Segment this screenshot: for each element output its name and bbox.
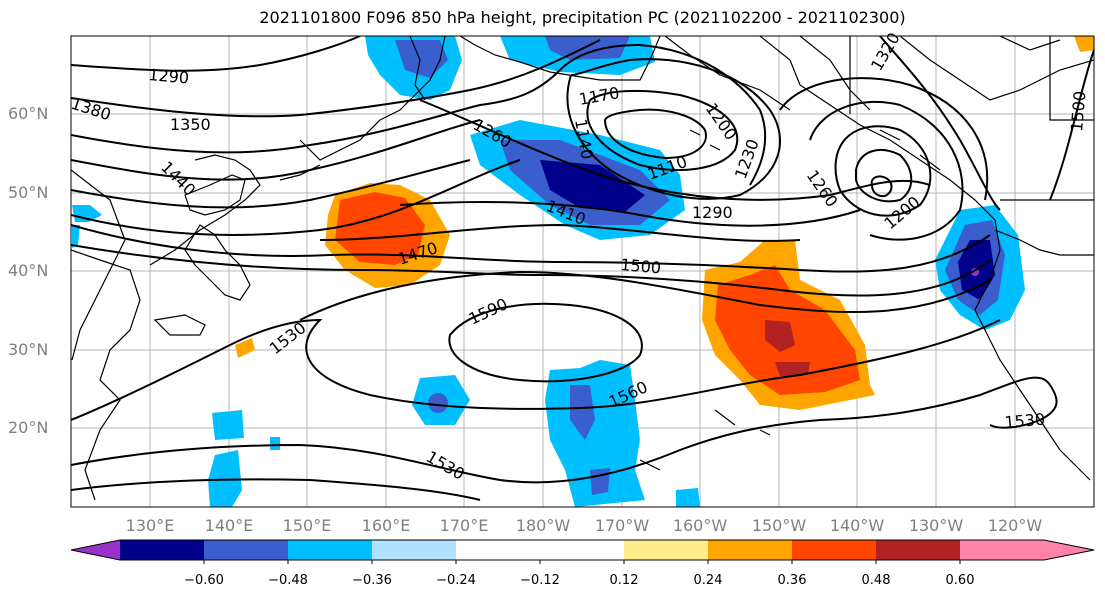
colorbar-extend-max [1044,540,1094,560]
colorbar-swatch [540,540,624,560]
colorbar-tick-label: −0.36 [352,573,392,588]
colorbar-tick-label: −0.60 [184,573,224,588]
lon-label: 150°W [751,516,807,535]
colorbar-swatch [120,540,204,560]
colorbar-swatch [960,540,1044,560]
contour-label: 1200 [702,99,741,143]
colorbar-tick-label: −0.48 [268,573,308,588]
colorbar-swatch [708,540,792,560]
coastlines [71,36,1094,501]
lon-label: 160°W [672,516,728,535]
lon-label: 170°W [594,516,650,535]
lat-label: 60°N [8,104,49,123]
colorbar-swatch [204,540,288,560]
positive-precip-shading [235,36,1094,410]
colorbar-swatch [876,540,960,560]
colorbar-swatch [456,540,540,560]
map-title: 2021101800 F096 850 hPa height, precipit… [259,8,906,27]
lon-label: 130°E [125,516,175,535]
colorbar-swatch [372,540,456,560]
contour-label: 1380 [69,94,114,125]
contour-label: 1590 [466,294,511,328]
colorbar-tick-label: 0.60 [945,573,975,588]
colorbar-tick-label: 0.12 [609,573,639,588]
contour-label: 1350 [170,115,211,134]
lon-label: 150°E [282,516,332,535]
colorbar-tick-label: −0.12 [520,573,560,588]
lat-label: 30°N [8,340,49,359]
contour-label: 1290 [692,203,733,222]
lon-label: 140°W [829,516,885,535]
height-contours [71,36,1094,501]
colorbar-tick-label: 0.48 [861,573,891,588]
contour-label: 1290 [148,65,190,87]
colorbar-extend-min [71,540,120,560]
lon-label: 160°E [361,516,411,535]
lon-label: 180°W [515,516,571,535]
lat-label: 20°N [8,418,49,437]
colorbar-tick-label: 0.36 [777,573,807,588]
lon-label: 120°W [987,516,1043,535]
lat-label: 50°N [8,183,49,202]
lon-label: 130°W [908,516,964,535]
contour-label: 1530 [423,447,468,484]
lon-label: 170°E [439,516,489,535]
contour-label: 1500 [620,255,662,277]
colorbar-swatch [288,540,372,560]
contour-label: 1530 [1004,410,1046,432]
lat-label: 40°N [8,261,49,280]
colorbar-swatch [792,540,876,560]
lon-label: 140°E [204,516,254,535]
colorbar [70,539,1095,564]
contour-label: 1230 [731,137,763,182]
colorbar-tick-label: 0.24 [693,573,723,588]
colorbar-swatch [624,540,708,560]
contour-label: 1170 [577,83,620,109]
colorbar-tick-label: −0.24 [436,573,476,588]
contour-label: 1500 [1067,90,1089,132]
